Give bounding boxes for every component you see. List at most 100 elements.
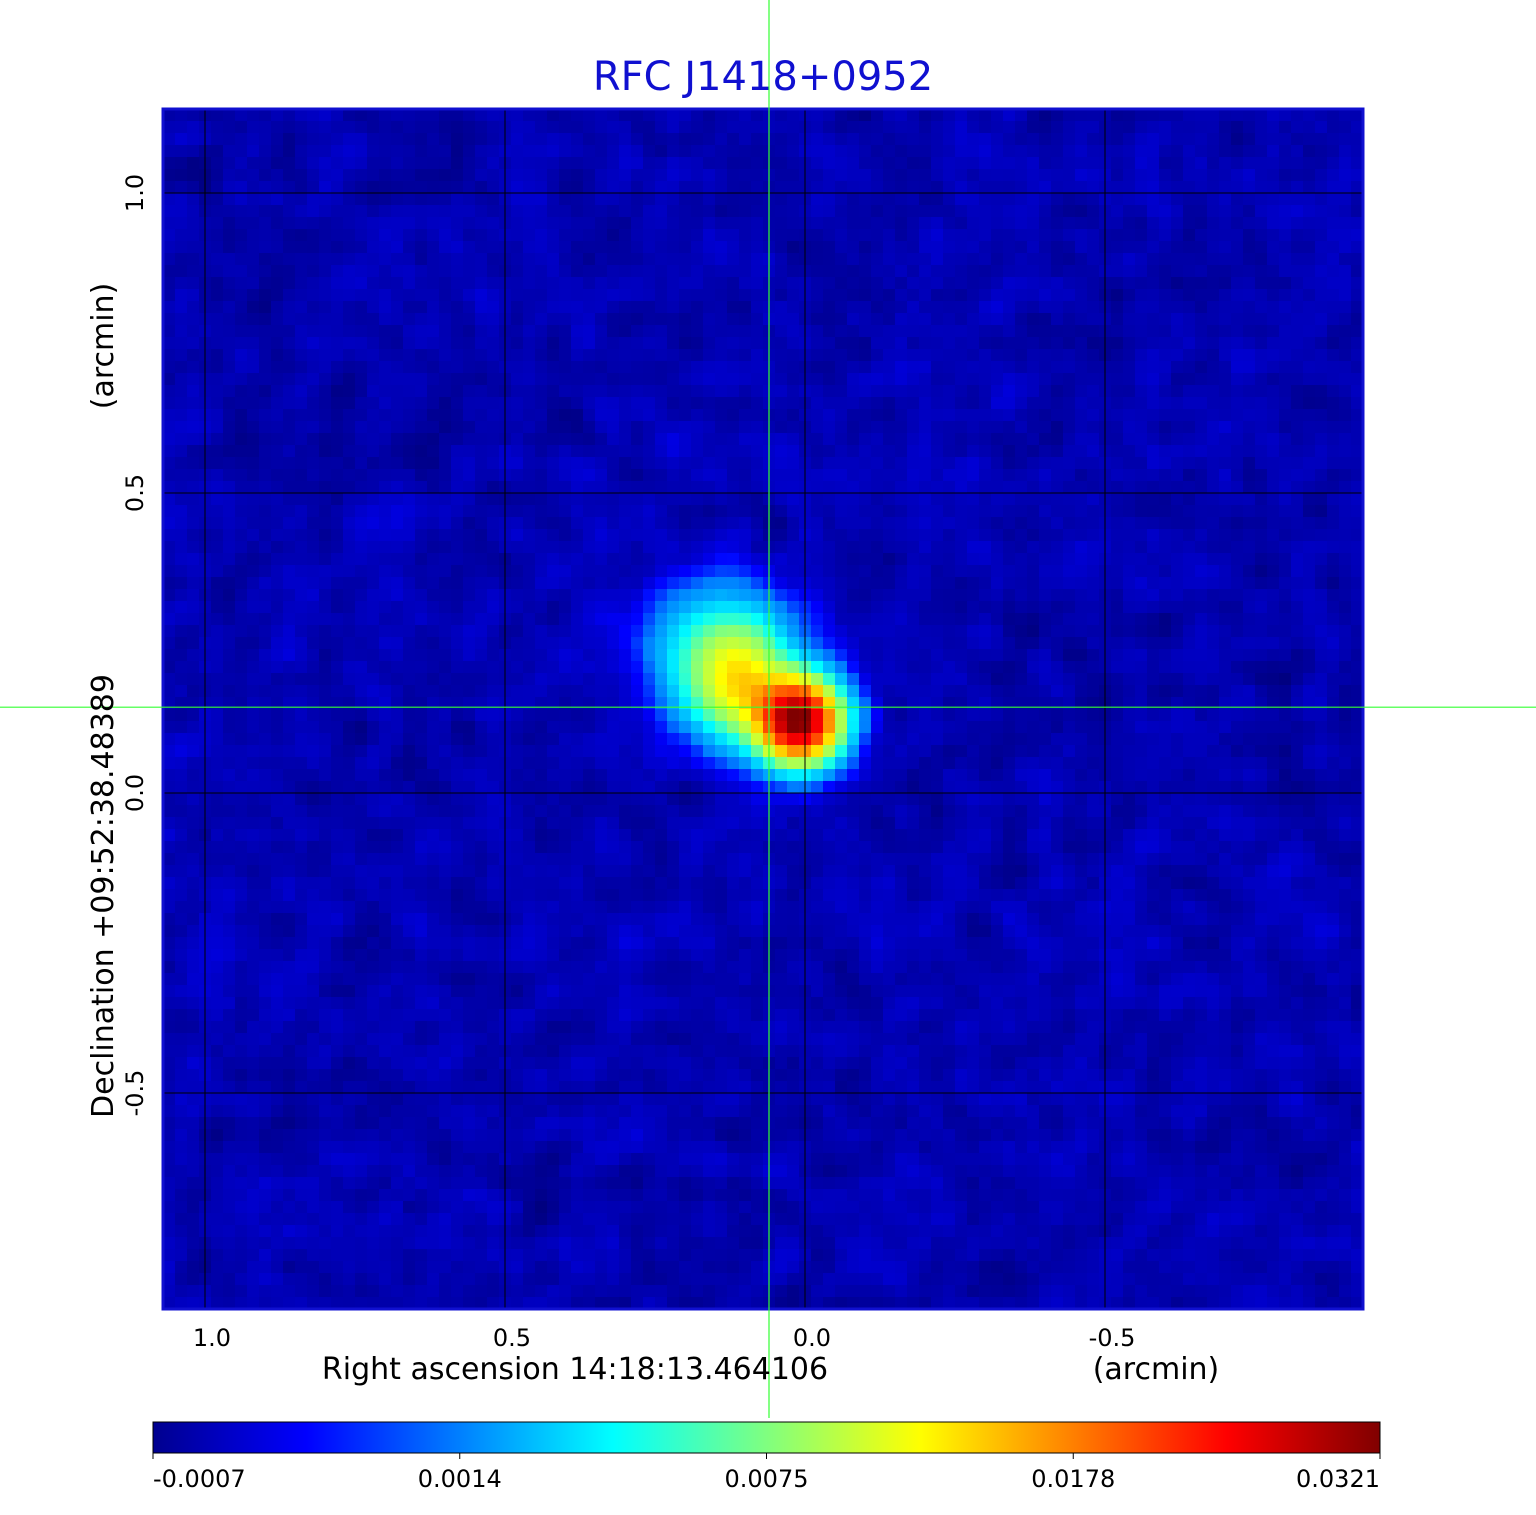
heatmap-cell — [943, 577, 956, 590]
heatmap-cell — [727, 109, 740, 122]
heatmap-cell — [1051, 613, 1064, 626]
heatmap-cell — [739, 481, 752, 494]
heatmap-cell — [1027, 505, 1040, 518]
heatmap-cell — [943, 241, 956, 254]
heatmap-cell — [655, 205, 668, 218]
heatmap-cell — [403, 505, 416, 518]
heatmap-cell — [1111, 505, 1124, 518]
heatmap-cell — [1303, 241, 1316, 254]
heatmap-cell — [283, 505, 296, 518]
heatmap-cell — [1051, 289, 1064, 302]
heatmap-cell — [979, 613, 992, 626]
heatmap-cell — [787, 193, 800, 206]
heatmap-cell — [1351, 325, 1363, 338]
heatmap-cell — [583, 385, 596, 398]
heatmap-cell — [955, 265, 968, 278]
heatmap-cell — [379, 397, 392, 410]
heatmap-cell — [655, 277, 668, 290]
heatmap-cell — [655, 217, 668, 230]
heatmap-cell — [1183, 625, 1196, 638]
heatmap-cell — [667, 457, 680, 470]
heatmap-cell — [847, 241, 860, 254]
heatmap-cell — [907, 529, 920, 542]
heatmap-cell — [943, 325, 956, 338]
heatmap-cell — [343, 529, 356, 542]
heatmap-cell — [739, 457, 752, 470]
heatmap-cell — [1123, 493, 1136, 506]
heatmap-cell — [367, 325, 380, 338]
heatmap-cell — [595, 541, 608, 554]
heatmap-cell — [439, 529, 452, 542]
heatmap-cell — [1003, 673, 1016, 686]
heatmap-cell — [1063, 529, 1076, 542]
heatmap-cell — [679, 169, 692, 182]
heatmap-cell — [643, 505, 656, 518]
heatmap-cell — [787, 313, 800, 326]
heatmap-cell — [943, 493, 956, 506]
heatmap-cell — [1279, 253, 1292, 266]
heatmap-cell — [967, 229, 980, 242]
heatmap-cell — [319, 409, 332, 422]
heatmap-cell — [955, 433, 968, 446]
heatmap-cell — [463, 673, 476, 686]
heatmap-cell — [643, 697, 656, 710]
heatmap-cell — [679, 685, 692, 698]
heatmap-cell — [427, 397, 440, 410]
heatmap-cell — [331, 385, 344, 398]
heatmap-cell — [1027, 361, 1040, 374]
heatmap-cell — [187, 661, 200, 674]
heatmap-cell — [1015, 517, 1028, 530]
heatmap-cell — [379, 361, 392, 374]
heatmap-cell — [475, 577, 488, 590]
heatmap-cell — [163, 193, 176, 206]
heatmap-cell — [247, 469, 260, 482]
heatmap-cell — [1183, 661, 1196, 674]
heatmap-cell — [1075, 577, 1088, 590]
heatmap-cell — [1027, 121, 1040, 134]
heatmap-cell — [847, 625, 860, 638]
heatmap-cell — [535, 301, 548, 314]
heatmap-cell — [823, 673, 836, 686]
heatmap-cell — [223, 505, 236, 518]
heatmap-cell — [487, 109, 500, 122]
heatmap-cell — [1231, 481, 1244, 494]
heatmap-cell — [739, 109, 752, 122]
heatmap-cell — [319, 361, 332, 374]
heatmap-cell — [427, 613, 440, 626]
heatmap-cell — [1015, 205, 1028, 218]
heatmap-cell — [967, 673, 980, 686]
heatmap-cell — [559, 361, 572, 374]
heatmap-cell — [787, 421, 800, 434]
heatmap-cell — [811, 193, 824, 206]
heatmap-cell — [223, 121, 236, 134]
heatmap-cell — [1195, 517, 1208, 530]
heatmap-cell — [631, 541, 644, 554]
heatmap-cell — [943, 265, 956, 278]
heatmap-cell — [691, 217, 704, 230]
heatmap-cell — [523, 337, 536, 350]
heatmap-cell — [991, 481, 1004, 494]
heatmap-cell — [1303, 697, 1316, 710]
heatmap-cell — [1279, 121, 1292, 134]
heatmap-cell — [511, 169, 524, 182]
heatmap-cell — [259, 121, 272, 134]
heatmap-cell — [211, 601, 224, 614]
heatmap-cell — [655, 481, 668, 494]
heatmap-cell — [715, 193, 728, 206]
heatmap-cell — [1111, 661, 1124, 674]
heatmap-cell — [343, 241, 356, 254]
heatmap-cell — [1135, 433, 1148, 446]
heatmap-cell — [187, 229, 200, 242]
heatmap-cell — [991, 517, 1004, 530]
heatmap-cell — [1195, 649, 1208, 662]
heatmap-cell — [751, 397, 764, 410]
heatmap-cell — [223, 277, 236, 290]
heatmap-cell — [1291, 337, 1304, 350]
heatmap-cell — [1339, 649, 1352, 662]
heatmap-cell — [1039, 661, 1052, 674]
heatmap-cell — [643, 625, 656, 638]
heatmap-cell — [463, 145, 476, 158]
heatmap-cell — [775, 649, 788, 662]
heatmap-cell — [547, 217, 560, 230]
heatmap-cell — [427, 469, 440, 482]
